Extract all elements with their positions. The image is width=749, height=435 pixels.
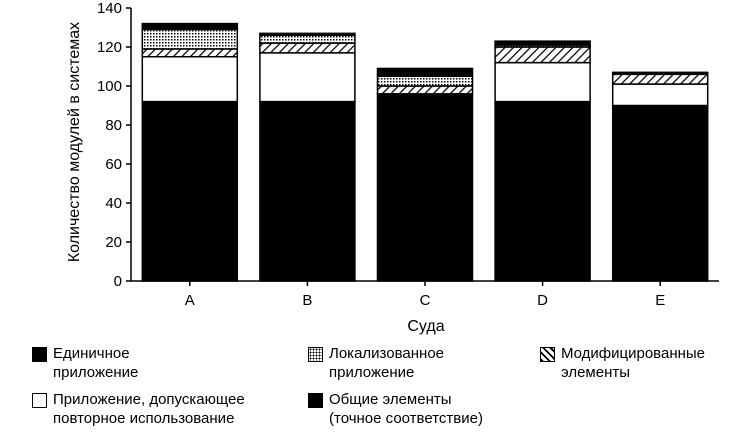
bar-D-common	[494, 100, 591, 282]
bar-A-reusable	[141, 56, 239, 103]
x-axis-title: Суда	[407, 318, 444, 335]
bar-A-common	[141, 100, 239, 282]
bar-E-single	[611, 71, 709, 76]
legend: Единичное приложение Локализованное прил…	[0, 340, 749, 435]
bar-B-single	[259, 32, 356, 37]
y-tick-label: 20	[105, 234, 122, 251]
bar-E-reusable	[611, 83, 709, 107]
bar-E-common	[611, 104, 709, 282]
bar-C-modified	[376, 85, 474, 95]
bar-D-reusable	[494, 61, 591, 103]
legend-swatch-modified	[540, 347, 555, 362]
x-tick-label: E	[655, 292, 665, 309]
bar-B-common	[259, 100, 356, 282]
y-tick-label: 40	[105, 195, 122, 212]
x-tick-label: A	[185, 292, 195, 309]
stacked-bar-chart: 0 20 40 60 80 100 120 140 A B C D E Суда Количество …	[66, 0, 719, 335]
legend-swatch-localized	[308, 347, 323, 362]
y-tick-label: 0	[114, 273, 122, 290]
bar-A-single	[141, 22, 239, 31]
legend-swatch-common	[308, 393, 323, 408]
legend-item-modified: Модифицированные элементы	[540, 344, 705, 382]
legend-label-modified: Модифицированные элементы	[561, 345, 706, 381]
bar-E-modified	[611, 73, 709, 85]
bar-D-single	[494, 40, 591, 46]
x-tick-label: C	[420, 292, 431, 309]
bar-A-localized	[141, 28, 239, 50]
y-tick-label: 60	[105, 156, 122, 173]
y-axis-title: Количество модулей в системах	[66, 22, 83, 262]
bar-B-reusable	[259, 52, 356, 103]
legend-item-reusable: Приложение, допускающее повторное исполь…	[32, 390, 245, 428]
x-tick-label: B	[302, 292, 312, 309]
bars-group	[141, 22, 709, 282]
y-tick-label: 80	[105, 117, 122, 134]
axes-group: 0 20 40 60 80 100 120 140 A B C D E	[97, 0, 719, 309]
bar-C-localized	[376, 75, 474, 87]
x-tick-label: D	[537, 292, 548, 309]
legend-swatch-single	[32, 347, 47, 362]
legend-label-single: Единичное приложение	[53, 345, 139, 381]
legend-item-single: Единичное приложение	[32, 344, 138, 382]
y-tick-label: 140	[97, 0, 122, 17]
legend-item-common: Общие элементы (точное соответствие)	[308, 390, 483, 428]
bar-B-localized	[259, 34, 356, 44]
y-tick-label: 120	[97, 39, 122, 56]
legend-item-localized: Локализованное приложение	[308, 344, 444, 382]
legend-label-reusable: Приложение, допускающее повторное исполь…	[53, 391, 245, 427]
legend-label-localized: Локализованное приложение	[329, 345, 444, 381]
y-tick-label: 100	[97, 78, 122, 95]
legend-swatch-reusable	[32, 393, 47, 408]
legend-label-common: Общие элементы (точное соответствие)	[329, 391, 483, 427]
bar-D-modified	[494, 46, 591, 64]
bar-C-single	[376, 67, 474, 77]
bar-C-common	[376, 93, 474, 282]
bar-B-modified	[259, 42, 356, 54]
bar-A-modified	[141, 48, 239, 58]
